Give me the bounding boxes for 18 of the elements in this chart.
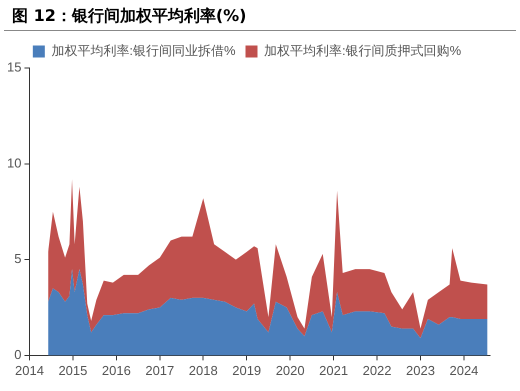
- y-tick-label: 10: [6, 155, 22, 170]
- x-tick-label: 2024: [449, 362, 478, 378]
- x-tick-label: 2021: [319, 362, 348, 378]
- y-tick-label: 15: [6, 60, 22, 75]
- legend-label: 加权平均利率:银行间同业拆借%: [51, 43, 236, 58]
- x-tick-label: 2016: [102, 362, 131, 378]
- x-tick-label: 2022: [362, 362, 392, 378]
- x-tick-label: 2018: [188, 362, 218, 378]
- legend-label: 加权平均利率:银行间质押式回购%: [264, 43, 462, 58]
- x-tick-label: 2014: [15, 362, 44, 378]
- x-tick-label: 2017: [145, 362, 174, 378]
- x-tick-label: 2023: [406, 362, 435, 378]
- x-tick-label: 2019: [232, 362, 262, 378]
- chart-title: 图 12：银行间加权平均利率(%): [4, 0, 516, 31]
- x-tick-label: 2015: [58, 362, 88, 378]
- y-tick-label: 0: [14, 346, 22, 362]
- y-tick-label: 5: [14, 251, 22, 266]
- x-tick-label: 2020: [276, 362, 305, 378]
